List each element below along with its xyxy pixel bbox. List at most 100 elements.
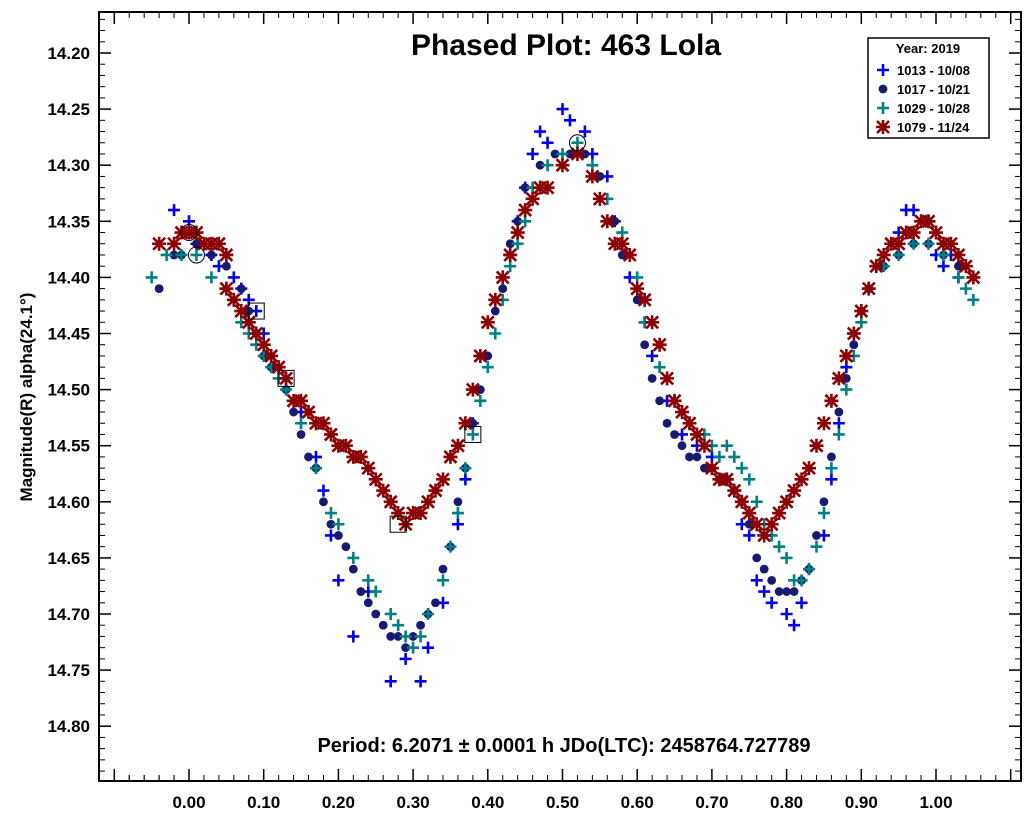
legend-marker <box>876 120 890 134</box>
data-point <box>334 531 343 540</box>
data-point <box>408 632 418 641</box>
data-point <box>541 136 554 149</box>
data-point <box>795 574 808 587</box>
data-point <box>451 507 464 520</box>
data-point <box>570 146 585 161</box>
data-point <box>849 340 859 350</box>
data-point <box>662 418 672 428</box>
data-point <box>459 462 472 475</box>
data-point <box>378 620 388 630</box>
data-point <box>675 405 690 420</box>
data-point <box>356 587 366 596</box>
data-point <box>308 416 323 431</box>
data-point <box>384 675 397 688</box>
data-point <box>468 418 478 428</box>
open-square-marker <box>277 369 295 387</box>
data-point <box>399 652 412 665</box>
data-point <box>825 462 838 475</box>
data-point <box>682 416 697 431</box>
data-point <box>175 248 188 261</box>
data-point <box>183 215 195 228</box>
data-point <box>466 428 479 441</box>
x-tick-label: 0.90 <box>845 793 878 812</box>
data-point <box>743 529 756 542</box>
data-point <box>518 203 533 218</box>
y-tick-label: 14.20 <box>47 44 90 63</box>
y-tick-label: 14.55 <box>47 437 90 456</box>
data-point <box>700 463 709 473</box>
x-tick-label: 0.50 <box>546 793 579 812</box>
y-tick-label: 14.60 <box>47 493 90 512</box>
data-point <box>750 495 763 508</box>
y-tick-label: 14.80 <box>47 717 90 736</box>
data-point <box>600 214 615 229</box>
data-point <box>435 472 450 487</box>
data-point <box>667 393 682 408</box>
data-point <box>689 427 704 442</box>
data-point <box>757 528 772 543</box>
data-point <box>660 371 675 386</box>
data-point <box>906 225 921 240</box>
data-point <box>398 517 413 532</box>
data-point <box>376 483 391 498</box>
data-point <box>839 348 854 363</box>
data-point <box>647 373 657 383</box>
data-point <box>190 248 203 261</box>
x-tick-label: 1.00 <box>919 793 952 812</box>
data-point <box>443 449 458 464</box>
data-point <box>692 452 702 462</box>
data-point <box>511 237 524 250</box>
data-point <box>331 438 346 453</box>
data-point <box>473 348 488 363</box>
data-point <box>362 574 375 587</box>
data-point <box>825 473 838 486</box>
y-axis-ticks: 14.20 14.25 14.30 14.35 14.40 14.45 14.50 14.55… <box>47 18 1021 772</box>
data-point <box>653 361 666 374</box>
data-point <box>451 518 464 531</box>
legend-label: 1029 - 10/28 <box>897 101 970 116</box>
data-point <box>954 261 963 271</box>
data-point <box>580 149 590 159</box>
data-point <box>728 450 741 463</box>
data-point <box>221 261 231 271</box>
data-point <box>490 306 500 316</box>
data-point <box>914 214 929 229</box>
data-point <box>406 506 421 521</box>
data-point <box>827 452 836 462</box>
y-tick-label: 14.30 <box>47 156 90 175</box>
data-point <box>319 497 328 507</box>
data-point <box>541 159 554 172</box>
data-point <box>317 484 330 497</box>
data-point <box>803 563 816 576</box>
data-point <box>592 191 607 206</box>
data-point <box>967 293 980 306</box>
y-tick-label: 14.70 <box>47 605 90 624</box>
data-point <box>264 348 279 363</box>
data-point <box>205 271 218 284</box>
data-point <box>167 236 182 251</box>
data-point <box>704 461 719 476</box>
data-point <box>921 214 936 229</box>
data-point <box>535 160 545 170</box>
data-point <box>401 643 411 653</box>
data-point <box>309 462 322 475</box>
data-point <box>892 248 905 261</box>
chart-title: Phased Plot: 463 Lola <box>411 29 721 62</box>
data-point <box>585 169 600 184</box>
legend-marker <box>878 84 888 94</box>
legend-label: 1017 - 10/21 <box>897 82 970 97</box>
data-point <box>453 497 463 507</box>
data-point <box>361 461 376 476</box>
data-point <box>296 430 306 439</box>
data-point <box>332 518 345 531</box>
data-point <box>510 225 525 240</box>
data-point <box>301 405 316 420</box>
data-point <box>734 494 749 509</box>
period-annotation: Period: 6.2071 ± 0.0001 h JDo(LTC): 2458… <box>317 735 810 757</box>
data-point <box>907 204 920 217</box>
series-1029-10-28 <box>145 136 980 654</box>
data-point <box>450 438 465 453</box>
data-point <box>459 473 472 486</box>
data-point <box>749 517 764 532</box>
y-tick-label: 14.25 <box>47 100 90 119</box>
